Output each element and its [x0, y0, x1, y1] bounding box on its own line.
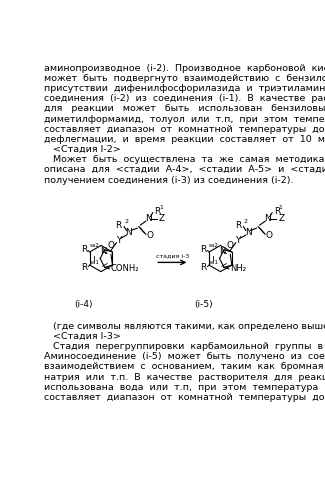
Text: <Стадия I-2>: <Стадия I-2>	[45, 145, 121, 154]
Text: Y: Y	[235, 236, 241, 245]
Text: натрия  или  т.п.  В  качестве  растворителя  для  реакции  может  быть: натрия или т.п. В качестве растворителя …	[45, 372, 325, 382]
Text: присутствии  дифенилфосфорилазида  и  триэтиламина  с  получением: присутствии дифенилфосфорилазида и триэт…	[45, 84, 325, 93]
Text: стадия i-3: стадия i-3	[156, 253, 189, 258]
Text: составляет  диапазон  от  комнатной  температуры  до  температуры: составляет диапазон от комнатной темпера…	[45, 125, 325, 134]
Text: 1: 1	[159, 205, 163, 210]
Text: R: R	[115, 221, 122, 230]
Text: R: R	[201, 245, 207, 254]
Text: <Стадия I-3>: <Стадия I-3>	[45, 332, 121, 341]
Text: R: R	[201, 263, 207, 272]
Text: sa1: sa1	[90, 260, 99, 265]
Text: N: N	[219, 248, 226, 256]
Text: взаимодействием  с  основанием,  таким  как  бромная  вода,  гидроксид: взаимодействием с основанием, таким как …	[45, 362, 325, 371]
Text: N: N	[145, 215, 151, 224]
Text: R: R	[81, 245, 87, 254]
Text: получением соединения (i-3) из соединения (i-2).: получением соединения (i-3) из соединени…	[45, 176, 294, 185]
Text: диметилформамид,  толуол  или  т.п,  при  этом  температура  реакции: диметилформамид, толуол или т.п, при это…	[45, 115, 325, 124]
Text: соединения  (i-2)  из  соединения  (i-1).  В  качестве  растворителя: соединения (i-2) из соединения (i-1). В …	[45, 94, 325, 103]
Text: (где символы являются такими, как определено выше).: (где символы являются такими, как опреде…	[45, 322, 325, 331]
Text: Аминосоединение  (i-5)  может  быть  получено  из  соединения  (i-4): Аминосоединение (i-5) может быть получен…	[45, 352, 325, 361]
Text: O: O	[108, 242, 114, 250]
Text: дефлегмации,  и  время  реакции  составляет  от  10  минут  до  30  часов.: дефлегмации, и время реакции составляет …	[45, 135, 325, 144]
Text: Может  быть  осуществлена  та  же  самая  методика,  которая  была: Может быть осуществлена та же самая мето…	[45, 155, 325, 164]
Text: (i-5): (i-5)	[194, 300, 213, 309]
Text: N: N	[100, 248, 106, 256]
Text: R: R	[274, 207, 280, 216]
Text: N: N	[245, 228, 252, 237]
Text: O: O	[227, 242, 234, 250]
Text: 2: 2	[124, 219, 128, 224]
Text: NH₂: NH₂	[230, 264, 246, 273]
Text: Z: Z	[159, 215, 165, 224]
Text: O: O	[266, 232, 273, 241]
Text: использована  вода  или  т.п,  при  этом  температура  реакции: использована вода или т.п, при этом темп…	[45, 383, 325, 392]
Text: Z: Z	[278, 215, 284, 224]
Text: (i-4): (i-4)	[74, 300, 93, 309]
Text: 1: 1	[278, 205, 282, 210]
Text: R: R	[81, 263, 87, 272]
Text: описана  для  <стадии  А-4>,  <стадии  А-5>  и  <стадии  А-7>,  с: описана для <стадии А-4>, <стадии А-5> и…	[45, 165, 325, 174]
Text: аминопроизводное  (i-2).  Производное  карбоновой  кислоты  (i-1): аминопроизводное (i-2). Производное карб…	[45, 64, 325, 73]
Text: R: R	[235, 221, 241, 230]
Text: R: R	[154, 207, 161, 216]
Text: CONH₂: CONH₂	[111, 264, 139, 273]
Text: Стадия  перегруппировки  карбамоильной  группы  в  аминогруппу.: Стадия перегруппировки карбамоильной гру…	[45, 342, 325, 351]
Text: для   реакции   может   быть   использован   бензиловый   спирт,: для реакции может быть использован бензи…	[45, 104, 325, 113]
Text: может  быть  подвергнуто  взаимодействию  с  бензиловым  спиртом  в: может быть подвергнуто взаимодействию с …	[45, 74, 325, 83]
Text: 2: 2	[243, 219, 247, 224]
Text: sa2: sa2	[209, 243, 219, 248]
Text: sa2: sa2	[90, 243, 99, 248]
Text: N: N	[125, 228, 132, 237]
Text: O: O	[147, 232, 154, 241]
Text: составляет  диапазон  от  комнатной  температуры  до  температуры: составляет диапазон от комнатной темпера…	[45, 393, 325, 402]
Text: sa1: sa1	[209, 260, 219, 265]
Text: Y: Y	[116, 236, 121, 245]
Text: N: N	[264, 215, 271, 224]
